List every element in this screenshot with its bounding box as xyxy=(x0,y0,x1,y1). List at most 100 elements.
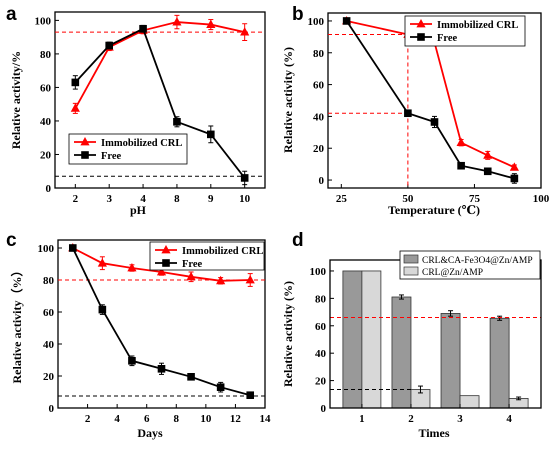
y-tick-label: 0 xyxy=(321,403,327,415)
data-point-triangle xyxy=(456,137,466,147)
data-point-triangle xyxy=(127,263,137,272)
x-tick-label: 9 xyxy=(208,193,214,205)
x-axis-label: Days xyxy=(137,426,163,440)
y-tick-label: 60 xyxy=(313,80,325,92)
data-point-triangle xyxy=(483,150,493,159)
x-tick-label: 14 xyxy=(260,413,272,425)
y-tick-label: 0 xyxy=(319,175,325,187)
data-point-square xyxy=(71,78,80,87)
panel-letter: a xyxy=(6,4,17,25)
series-line xyxy=(74,21,245,109)
y-tick-label: 0 xyxy=(49,403,55,415)
data-point-square xyxy=(404,109,412,118)
y-tick-label: 80 xyxy=(313,48,325,60)
x-axis-label: Temperature (℃) xyxy=(388,203,480,217)
data-point-triangle xyxy=(186,271,196,281)
legend-swatch xyxy=(403,254,419,264)
series-line xyxy=(74,27,246,179)
x-tick-label: 4 xyxy=(114,413,120,425)
panel-a: a 0 20 40 60 80 100 Relative activity/% 2 3 4 8 9 10 p… xyxy=(6,4,266,217)
plot-frame xyxy=(327,12,542,189)
bar xyxy=(459,395,480,409)
data-point-square xyxy=(417,33,425,41)
y-tick-label: 40 xyxy=(40,116,52,128)
x-tick-label: 3 xyxy=(457,413,463,425)
data-point-square xyxy=(483,167,492,176)
y-axis-label: Relative activity/% xyxy=(9,51,23,149)
data-point-square xyxy=(157,365,166,373)
data-point-triangle xyxy=(216,275,226,285)
x-tick-label: 10 xyxy=(200,413,212,425)
panel-letter: d xyxy=(292,230,304,251)
data-point-triangle xyxy=(156,267,167,276)
data-point-square xyxy=(105,41,113,50)
x-axis-label: Times xyxy=(418,426,449,440)
y-tick-label: 0 xyxy=(46,183,52,195)
panel-letter: b xyxy=(292,4,304,25)
x-tick-label: 8 xyxy=(174,413,180,425)
x-axis-label: pH xyxy=(130,203,147,217)
data-point-triangle xyxy=(172,17,182,26)
bar xyxy=(361,270,382,409)
legend-label: Free xyxy=(182,259,203,270)
data-point-triangle xyxy=(97,258,107,267)
data-point-triangle xyxy=(509,162,519,171)
legend-label: Free xyxy=(101,151,122,162)
legend-box xyxy=(404,15,526,47)
bar xyxy=(440,313,461,409)
data-point-triangle xyxy=(206,19,216,28)
legend-label: Immobilized CRL xyxy=(101,138,182,149)
y-tick-label: 20 xyxy=(40,149,52,161)
x-tick-label: 10 xyxy=(239,193,251,205)
y-tick-label: 100 xyxy=(310,266,327,278)
x-tick-label: 4 xyxy=(140,193,146,205)
y-tick-label: 100 xyxy=(38,243,55,255)
data-point-square xyxy=(207,130,215,139)
data-point-square xyxy=(457,161,465,170)
legend-label: CRL@Zn/AMP xyxy=(422,268,483,278)
data-point-triangle xyxy=(245,275,255,284)
x-tick-label: 25 xyxy=(336,193,348,205)
panel-letter: c xyxy=(6,230,17,251)
data-point-square xyxy=(246,391,255,399)
x-tick-label: 2 xyxy=(408,413,414,425)
legend-box xyxy=(399,250,541,280)
data-point-square xyxy=(430,118,439,126)
legend-label: Immobilized CRL xyxy=(437,20,518,31)
data-point-square xyxy=(510,174,519,183)
data-point-triangle xyxy=(70,103,80,112)
data-point-square xyxy=(187,373,195,381)
y-axis-label: Relative activity (%) xyxy=(281,47,295,153)
legend-label: Free xyxy=(437,33,458,44)
y-tick-label: 20 xyxy=(43,371,55,383)
data-point-square xyxy=(98,305,107,314)
plot-frame xyxy=(57,239,266,409)
x-tick-label: 100 xyxy=(533,193,550,205)
series-line xyxy=(346,20,515,169)
x-tick-label: 12 xyxy=(230,413,242,425)
x-tick-label: 8 xyxy=(174,193,180,205)
x-tick-label: 4 xyxy=(506,413,512,425)
data-point-square xyxy=(342,17,351,25)
bar xyxy=(391,296,412,409)
y-axis-label: Relative activity (%) xyxy=(281,281,295,387)
y-tick-label: 80 xyxy=(40,49,52,61)
y-tick-label: 100 xyxy=(308,16,325,28)
x-tick-label: 75 xyxy=(469,193,481,205)
y-tick-label: 20 xyxy=(313,143,325,155)
y-tick-label: 40 xyxy=(315,348,327,360)
data-point-triangle xyxy=(80,137,90,146)
data-point-triangle xyxy=(416,19,426,28)
y-tick-label: 100 xyxy=(35,15,52,27)
panel-b: b 0 20 40 60 80 100 Relative activity (%) 25 50 75… xyxy=(281,4,550,217)
y-tick-label: 60 xyxy=(43,307,55,319)
y-tick-label: 80 xyxy=(43,275,55,287)
x-tick-label: 50 xyxy=(402,193,414,205)
legend-label: Immobilized CRL xyxy=(182,246,263,257)
y-tick-label: 40 xyxy=(43,339,55,351)
bar xyxy=(489,317,510,409)
plot-frame xyxy=(54,11,266,189)
data-point-square xyxy=(162,259,170,267)
series-line xyxy=(345,20,515,180)
